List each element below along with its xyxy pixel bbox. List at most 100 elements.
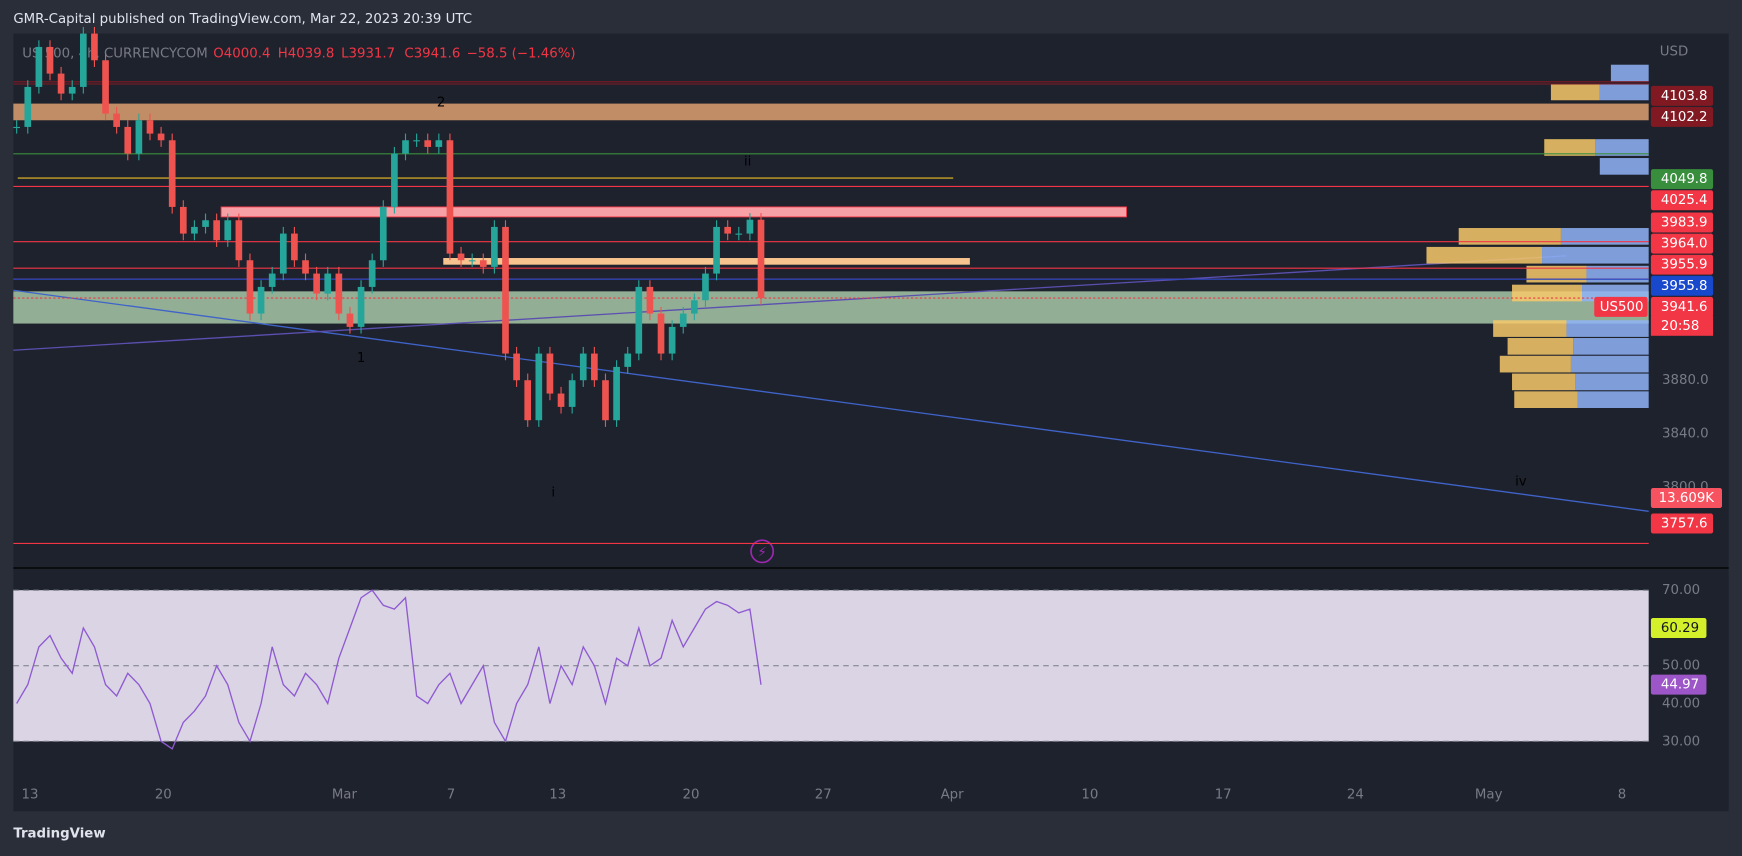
- candle: [535, 353, 543, 421]
- symbol-tag-label: US500: [1600, 300, 1644, 315]
- candle: [591, 353, 598, 381]
- candle: [657, 313, 665, 354]
- rsi-tag: [1650, 617, 1707, 638]
- candle: [602, 380, 609, 421]
- candle: [391, 153, 398, 207]
- candle: [579, 353, 587, 381]
- candle: [313, 273, 320, 294]
- candle: [46, 46, 54, 74]
- candle: [102, 60, 109, 114]
- rsi-tag-label: 44.97: [1661, 678, 1699, 693]
- candle: [413, 140, 420, 142]
- price-tag: [1650, 212, 1714, 233]
- candle: [524, 380, 532, 421]
- price-tag-label: 4102.2: [1661, 110, 1708, 125]
- candle: [257, 286, 265, 314]
- currency: USD: [1660, 44, 1688, 59]
- ohlc-high: H4039.8: [278, 47, 335, 62]
- x-tick-label: 27: [815, 788, 832, 803]
- ohlc-low: L3931.7: [341, 47, 395, 62]
- price-tag: [1650, 275, 1714, 296]
- price-tag: [1650, 169, 1714, 190]
- candle: [179, 206, 187, 234]
- rsi-tick-label: 50.00: [1662, 659, 1700, 674]
- alert-icon[interactable]: ⚡: [757, 545, 766, 560]
- candle: [735, 233, 743, 235]
- rsi-tick-label: 30.00: [1662, 734, 1700, 749]
- candle: [468, 260, 476, 262]
- candle: [446, 140, 454, 254]
- candle: [402, 140, 409, 154]
- candle: [724, 226, 732, 234]
- candle: [613, 366, 620, 421]
- x-tick-label: 13: [549, 788, 566, 803]
- rsi-line: [16, 589, 762, 750]
- x-tick-label: 17: [1215, 788, 1232, 803]
- candle: [79, 33, 87, 87]
- candle: [235, 220, 243, 261]
- price-tag-label: 4103.8: [1661, 89, 1708, 104]
- supply-zone: [220, 206, 1127, 218]
- price-tag-label: 3757.6: [1661, 517, 1708, 532]
- candle: [324, 273, 332, 294]
- candle: [246, 260, 254, 314]
- candle: [335, 273, 343, 314]
- candle: [557, 393, 565, 407]
- wave-label: 2: [437, 95, 445, 110]
- brand: TradingView: [13, 827, 105, 842]
- x-tick-label: Mar: [332, 788, 358, 803]
- candle: [624, 353, 632, 367]
- candle: [168, 140, 176, 207]
- trendline: [13, 255, 1567, 351]
- wave-label: 1: [357, 351, 365, 366]
- x-tick-label: 20: [155, 788, 172, 803]
- ohlc-open: O4000.4: [213, 47, 270, 62]
- price-tag: [1650, 190, 1714, 211]
- price-tag-label: 3955.9: [1661, 258, 1708, 273]
- candle: [635, 286, 643, 354]
- candle: [424, 140, 432, 147]
- x-tick-label: Apr: [941, 788, 965, 803]
- candle: [24, 86, 32, 127]
- countdown: 20:58: [1661, 319, 1699, 334]
- candle: [479, 260, 487, 267]
- candle: [113, 113, 120, 127]
- volume-tag: [1650, 487, 1723, 508]
- candle: [35, 46, 43, 87]
- candle: [757, 219, 765, 299]
- rsi-tag-label: 60.29: [1661, 621, 1699, 636]
- candle: [346, 313, 354, 327]
- candle: [279, 233, 287, 274]
- alert-icon[interactable]: [750, 539, 775, 564]
- candle: [191, 226, 198, 234]
- price-tag-label: 4025.4: [1661, 193, 1708, 208]
- symbol-tag: [1594, 296, 1648, 317]
- candle: [668, 326, 676, 354]
- candle: [368, 260, 376, 287]
- candle: [435, 140, 443, 147]
- candle: [379, 206, 387, 261]
- candle: [124, 126, 132, 154]
- price-tag: [1650, 513, 1714, 534]
- x-tick-label: 10: [1081, 788, 1098, 803]
- y-tick-label: 3840.0: [1662, 427, 1709, 442]
- volume-profile: [1426, 83, 1600, 409]
- candle: [568, 380, 576, 407]
- x-tick-label: 20: [683, 788, 700, 803]
- candle: [68, 86, 76, 94]
- price-tag: [1650, 106, 1714, 127]
- trendline: [13, 289, 1649, 512]
- candle: [157, 133, 165, 141]
- price-tag-label: 3964.0: [1661, 237, 1708, 252]
- y-tick-label: 3880.0: [1662, 373, 1709, 388]
- x-tick-label: 13: [22, 788, 39, 803]
- wave-label: i: [551, 485, 555, 500]
- candle: [224, 220, 232, 241]
- wave-label: iv: [1515, 474, 1527, 489]
- resistance-zone: [13, 103, 1649, 121]
- candle: [457, 253, 465, 261]
- candle: [291, 233, 298, 261]
- candle: [691, 300, 698, 314]
- demand-zone: [13, 291, 1649, 324]
- x-tick-label: May: [1475, 788, 1503, 803]
